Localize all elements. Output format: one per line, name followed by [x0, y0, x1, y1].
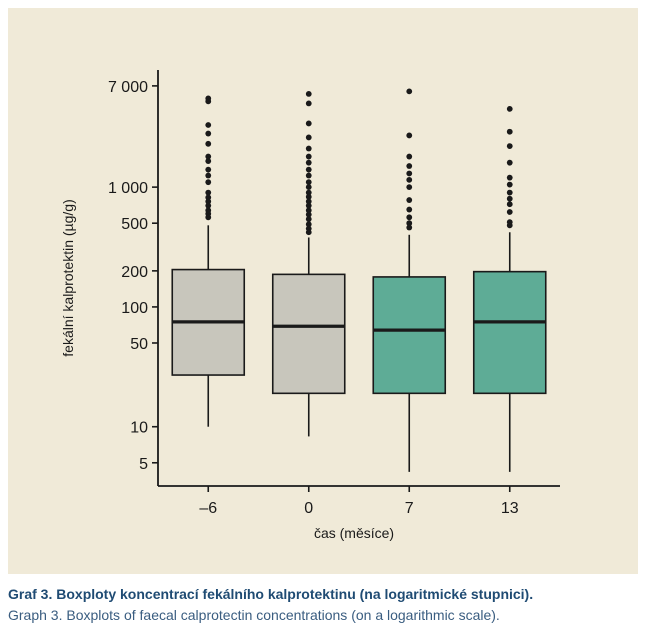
outlier-point: [305, 91, 312, 97]
outlier-point: [305, 216, 312, 223]
outlier-point: [506, 174, 513, 181]
outlier-point: [205, 172, 212, 179]
outlier-point: [305, 134, 312, 141]
outlier-point: [305, 166, 312, 173]
outlier-point: [406, 88, 413, 95]
y-tick-label: 5: [139, 456, 148, 473]
outlier-point: [205, 166, 212, 173]
x-axis-label: čas (měsíce): [314, 525, 394, 541]
outlier-point: [406, 206, 413, 213]
outlier-point: [205, 189, 212, 196]
box-0: [171, 95, 246, 427]
caption-title: Graf 3. Boxploty koncentrací fekálního k…: [8, 586, 534, 602]
outlier-point: [406, 214, 413, 221]
outlier-point: [205, 214, 212, 221]
outlier-point: [506, 195, 513, 202]
y-tick-label: 50: [130, 336, 148, 353]
y-tick-label: 7 000: [108, 79, 148, 96]
outlier-point: [305, 189, 312, 196]
outlier-point: [205, 98, 212, 105]
axes: 5 10 50 100 200 500 1 000 7 000 –6 0 7 13: [108, 70, 560, 517]
outlier-point: [506, 105, 513, 112]
outlier-point: [406, 176, 413, 183]
outlier-point: [305, 229, 312, 236]
outlier-point: [406, 163, 413, 169]
outlier-point: [406, 220, 413, 227]
outlier-point: [506, 209, 513, 215]
outlier-point: [305, 179, 312, 186]
outlier-point: [305, 153, 312, 160]
outlier-point: [205, 198, 212, 205]
outlier-point: [506, 222, 513, 229]
x-tick-label: 7: [405, 500, 414, 517]
outlier-point: [506, 201, 513, 208]
boxes: [171, 88, 547, 472]
outlier-point: [305, 202, 312, 209]
chart-panel: 5 10 50 100 200 500 1 000 7 000 –6 0 7 13 fekální k…: [8, 8, 638, 574]
outlier-point: [305, 120, 312, 127]
outlier-point: [406, 132, 413, 139]
outlier-point: [406, 170, 413, 177]
outlier-point: [406, 153, 413, 160]
iqr-box: [372, 276, 447, 395]
x-tick-label: 13: [501, 500, 519, 517]
box-1: [271, 91, 346, 437]
outlier-point: [406, 224, 413, 231]
outlier-point: [305, 211, 312, 218]
box-2: [372, 88, 447, 472]
y-tick-label: 500: [121, 216, 148, 233]
outlier-point: [406, 184, 413, 191]
outlier-point: [305, 159, 312, 166]
outlier-point: [406, 197, 413, 203]
boxplot-chart: 5 10 50 100 200 500 1 000 7 000 –6 0 7 13 fekální k…: [60, 70, 560, 541]
y-tick-label: 10: [130, 420, 148, 437]
outlier-point: [305, 172, 312, 179]
caption-subtitle: Graph 3. Boxplots of faecal calprotectin…: [8, 607, 500, 623]
outlier-point: [305, 100, 312, 107]
outlier-point: [205, 122, 212, 128]
outlier-point: [305, 184, 312, 191]
outlier-point: [305, 207, 312, 214]
outlier-point: [205, 153, 212, 160]
box-3: [472, 105, 547, 472]
outlier-point: [305, 221, 312, 228]
outlier-point: [205, 130, 212, 137]
iqr-box: [472, 270, 547, 395]
outlier-point: [305, 198, 312, 205]
y-tick-label: 200: [121, 264, 148, 281]
outlier-point: [205, 140, 212, 147]
y-axis-label: fekální kalprotektin (µg/g): [60, 199, 76, 356]
outlier-point: [506, 128, 513, 135]
outlier-point: [506, 159, 513, 166]
y-tick-label: 100: [121, 300, 148, 317]
outlier-point: [305, 145, 312, 152]
x-tick-label: 0: [304, 500, 313, 517]
outlier-point: [205, 202, 212, 209]
outlier-point: [506, 189, 513, 196]
y-tick-label: 1 000: [108, 180, 148, 197]
outlier-point: [305, 193, 312, 200]
iqr-box: [271, 273, 346, 395]
outlier-point: [506, 181, 513, 188]
outlier-point: [205, 179, 212, 186]
outlier-point: [205, 158, 212, 164]
outlier-point: [506, 143, 513, 150]
x-tick-label: –6: [199, 500, 217, 517]
